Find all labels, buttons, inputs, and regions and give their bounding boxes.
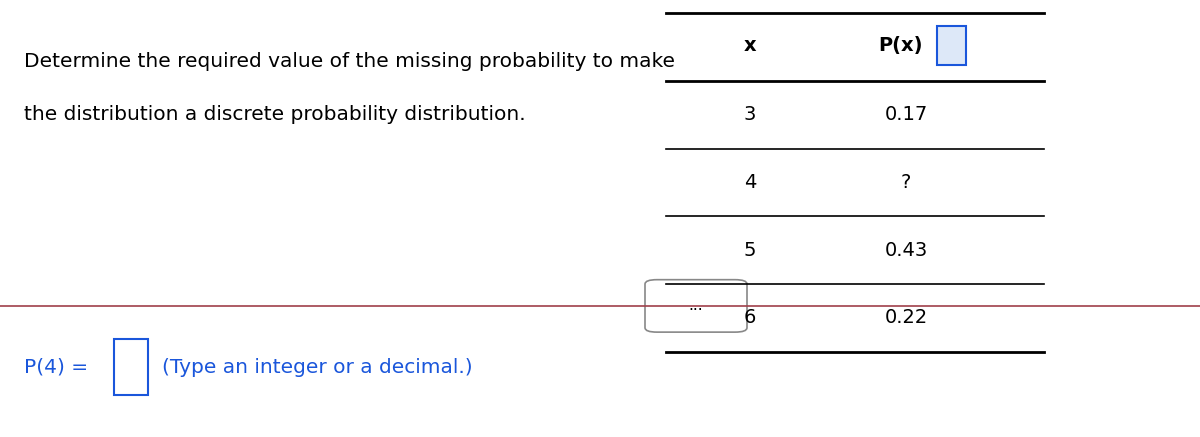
Text: x: x <box>744 36 756 55</box>
Text: 0.17: 0.17 <box>884 105 928 124</box>
FancyBboxPatch shape <box>646 280 746 332</box>
Text: P(x): P(x) <box>877 36 923 55</box>
Text: (Type an integer or a decimal.): (Type an integer or a decimal.) <box>162 357 473 377</box>
Text: ?: ? <box>901 173 911 192</box>
Text: 5: 5 <box>744 241 756 260</box>
FancyBboxPatch shape <box>114 339 148 395</box>
Text: 0.43: 0.43 <box>884 241 928 260</box>
FancyBboxPatch shape <box>937 26 966 65</box>
Text: P(4) =: P(4) = <box>24 357 88 377</box>
Text: the distribution a discrete probability distribution.: the distribution a discrete probability … <box>24 105 526 124</box>
Text: ...: ... <box>689 298 703 313</box>
Text: Determine the required value of the missing probability to make: Determine the required value of the miss… <box>24 52 674 71</box>
Text: 0.22: 0.22 <box>884 309 928 327</box>
Text: 6: 6 <box>744 309 756 327</box>
Text: 3: 3 <box>744 105 756 124</box>
Text: 4: 4 <box>744 173 756 192</box>
